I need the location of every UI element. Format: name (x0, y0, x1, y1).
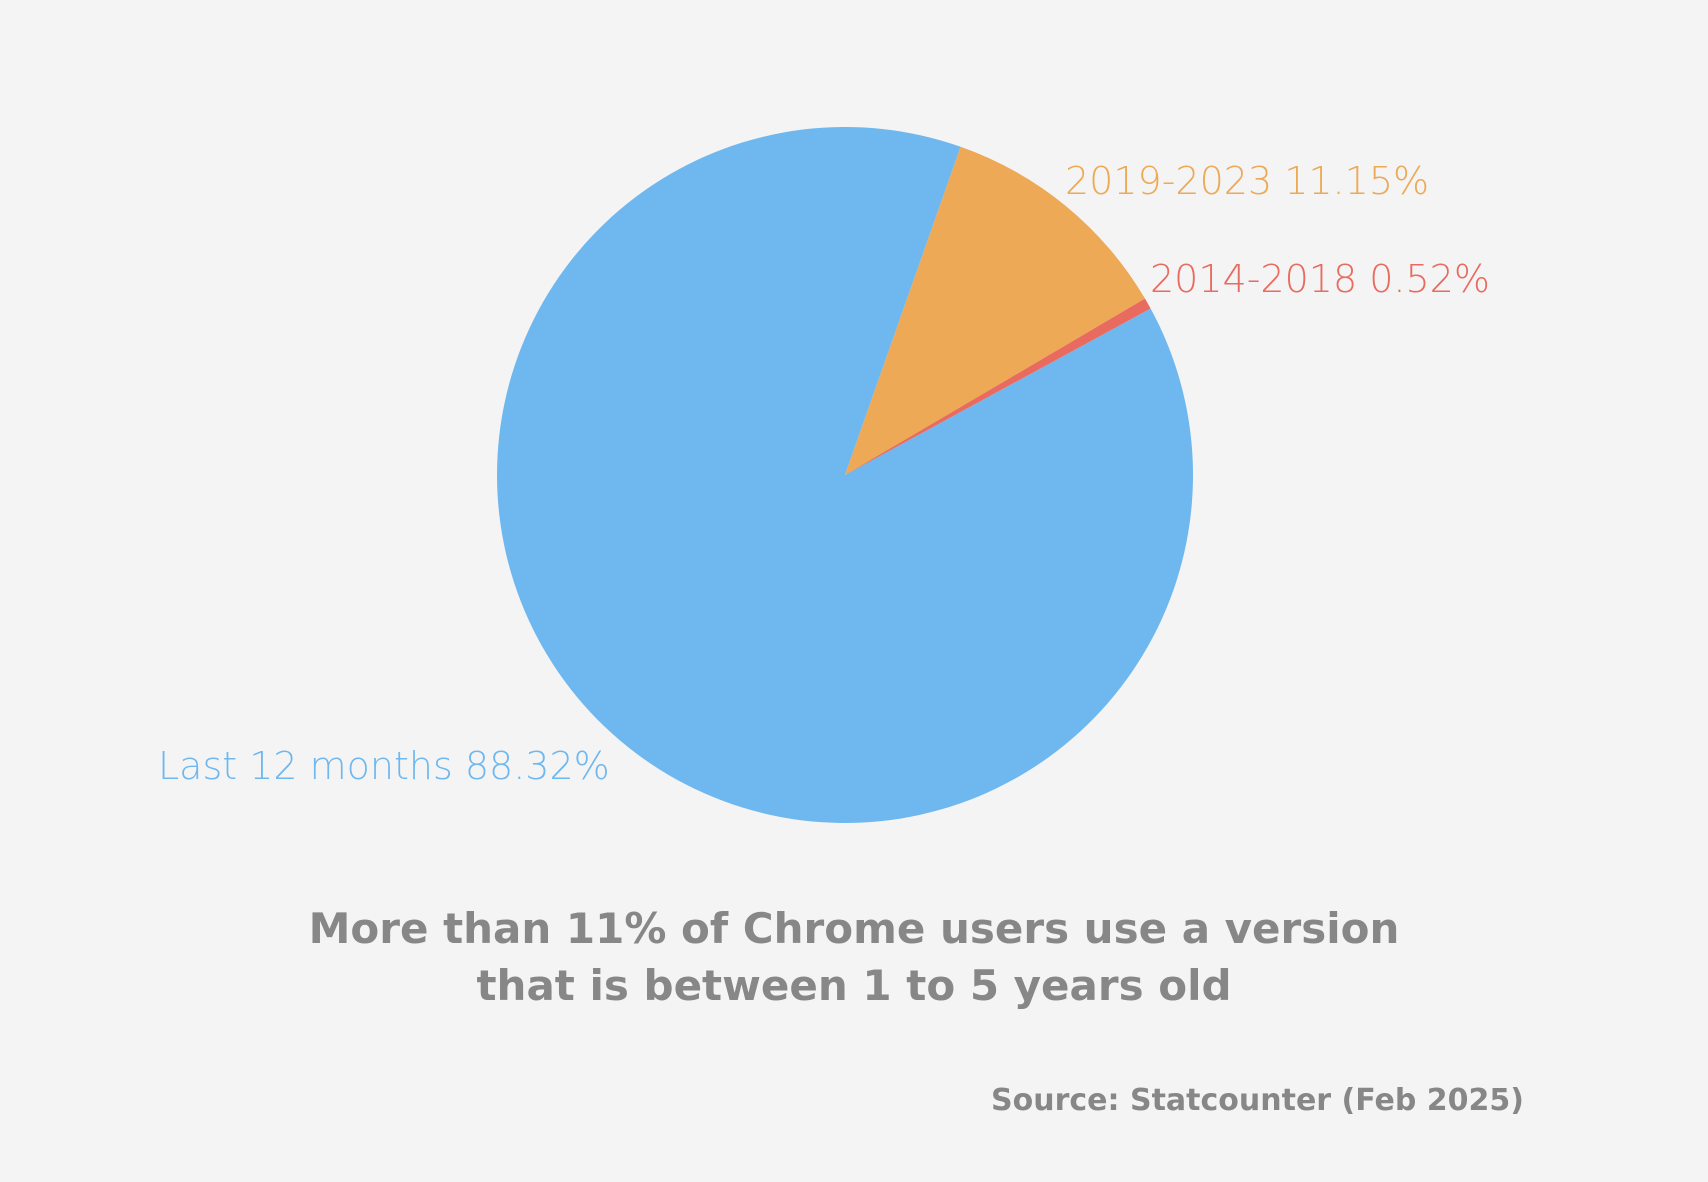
pie-slice-last-12-months (497, 127, 1194, 824)
slice-label-last-12-months: Last 12 months 88.32% (158, 744, 610, 788)
chart-title-line-2: that is between 1 to 5 years old (476, 961, 1232, 1010)
slice-label-2019-2023: 2019-2023 11.15% (1065, 159, 1429, 203)
slice-label-2014-2018: 2014-2018 0.52% (1150, 257, 1490, 301)
chart-title: More than 11% of Chrome users use a vers… (254, 900, 1454, 1014)
chart-title-line-1: More than 11% of Chrome users use a vers… (308, 904, 1400, 953)
pie-slice-2014-2018 (845, 298, 1151, 475)
pie-slices (497, 127, 1194, 824)
pie-slice-2019-2023 (845, 146, 1145, 475)
source-note: Source: Statcounter (Feb 2025) (991, 1083, 1524, 1118)
